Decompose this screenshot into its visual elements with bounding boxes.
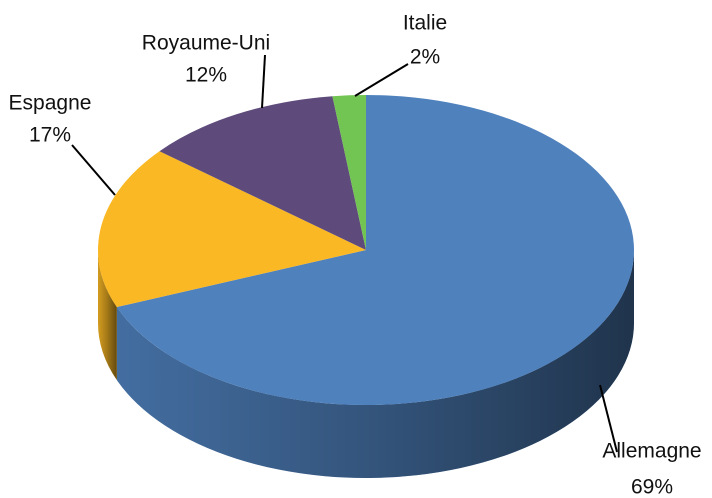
leader-line xyxy=(261,54,266,109)
data-label-name: Espagne xyxy=(9,92,92,115)
data-label-name: Allemagne xyxy=(602,440,701,463)
data-label-name: Royaume-Uni xyxy=(142,32,270,55)
data-label-value: 17% xyxy=(29,124,71,147)
leader-line xyxy=(599,384,618,453)
slice xyxy=(332,95,366,250)
leader-line xyxy=(354,63,409,97)
slice xyxy=(116,95,635,405)
data-label-name: Italie xyxy=(403,12,447,35)
slice-side-shade xyxy=(98,250,117,381)
slice-side-shade xyxy=(116,250,635,478)
data-label-value: 12% xyxy=(185,64,227,87)
data-label-value: 2% xyxy=(410,46,440,69)
data-label-value: 69% xyxy=(631,476,673,498)
slice xyxy=(98,151,366,308)
leader-line xyxy=(71,144,116,196)
slice xyxy=(159,96,366,250)
